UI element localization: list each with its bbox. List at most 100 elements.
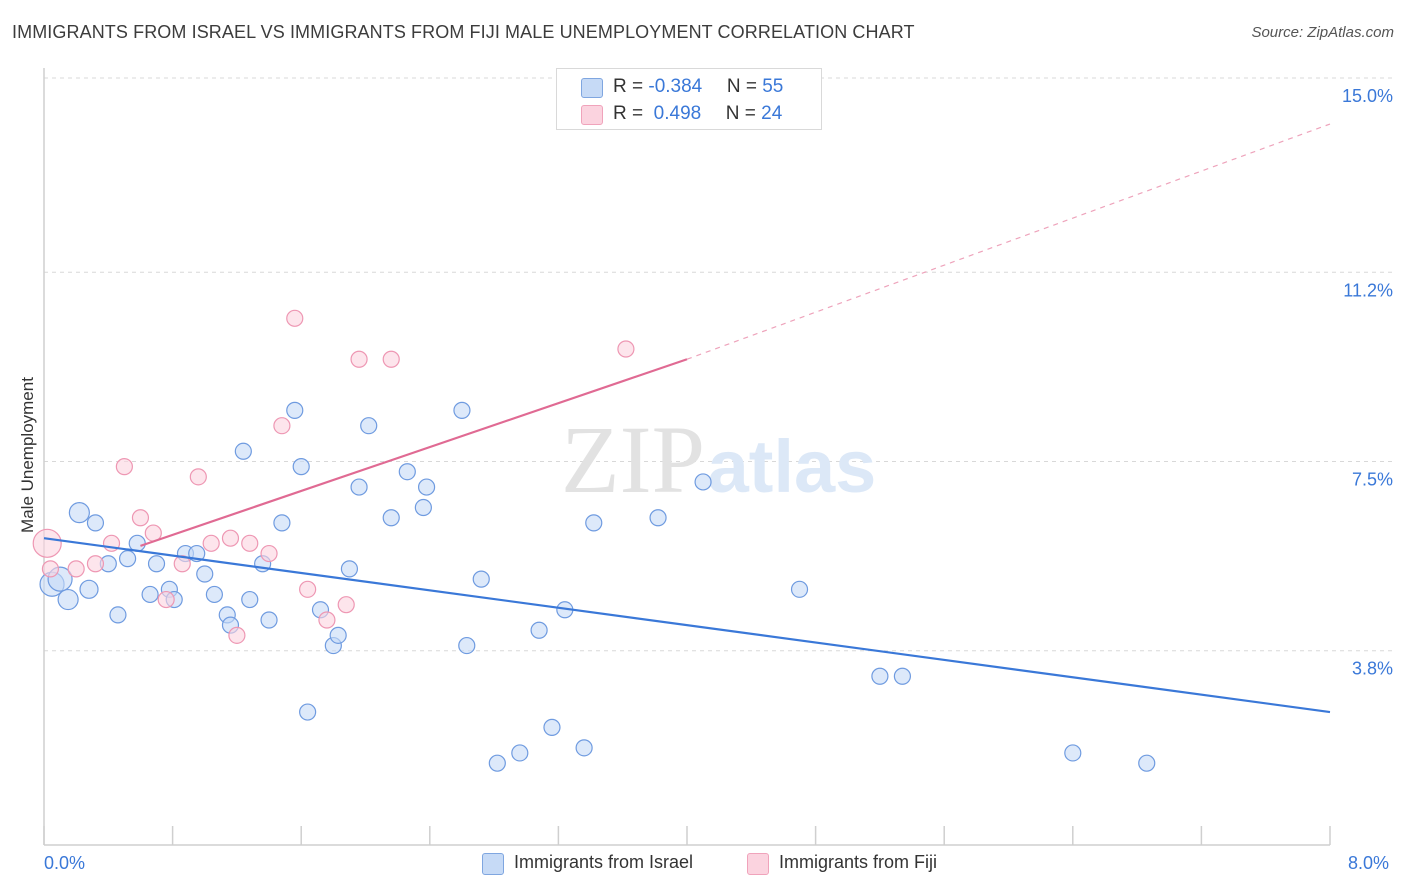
point-fiji xyxy=(32,528,62,558)
point-israel xyxy=(109,606,127,624)
point-israel xyxy=(585,514,603,532)
point-fiji xyxy=(228,626,246,644)
point-fiji xyxy=(617,340,635,358)
point-fiji xyxy=(189,468,207,486)
point-israel xyxy=(196,565,214,583)
y-axis-label: Male Unemployment xyxy=(18,377,37,533)
point-israel xyxy=(649,509,667,527)
point-fiji xyxy=(241,534,259,552)
point-israel xyxy=(398,463,416,481)
point-fiji xyxy=(337,596,355,614)
point-israel xyxy=(893,667,912,685)
point-fiji xyxy=(299,580,317,598)
point-israel xyxy=(543,718,561,736)
legend-r-label: R = xyxy=(613,103,649,124)
point-israel xyxy=(292,458,310,476)
watermark-zip: ZIP xyxy=(561,406,705,513)
point-israel xyxy=(790,580,809,598)
point-israel xyxy=(141,585,159,604)
legend-n-label: N = xyxy=(726,76,763,97)
point-fiji xyxy=(173,555,191,573)
y-tick-label: 7.5% xyxy=(1352,470,1393,490)
point-israel xyxy=(453,401,471,419)
legend-r-label: R = xyxy=(613,76,649,97)
point-israel xyxy=(472,570,490,588)
legend-swatch-israel xyxy=(581,78,603,98)
y-tick-labels: 3.8% 7.5% 11.2% 15.0% xyxy=(1342,86,1393,679)
point-fiji xyxy=(286,309,304,327)
legend-r-value-fiji: 0.498 xyxy=(648,103,702,124)
point-israel xyxy=(260,611,278,629)
bottom-legend-swatch-israel xyxy=(482,853,504,875)
point-israel xyxy=(299,703,317,721)
point-israel xyxy=(147,555,166,573)
point-israel xyxy=(1138,754,1156,772)
legend-r-value-israel: -0.384 xyxy=(648,76,703,97)
trend-line-israel xyxy=(43,537,1331,714)
point-israel xyxy=(1064,744,1082,762)
trend-lines xyxy=(43,123,1331,714)
point-israel xyxy=(79,579,99,599)
watermark: ZIP atlas xyxy=(561,406,876,513)
point-israel xyxy=(286,401,304,419)
point-israel xyxy=(118,550,137,568)
point-israel xyxy=(694,473,712,491)
point-israel xyxy=(530,621,548,639)
point-fiji xyxy=(260,544,278,563)
y-tick-label: 3.8% xyxy=(1352,659,1393,679)
point-israel xyxy=(488,754,506,772)
x-tick-label-max: 8.0% xyxy=(1348,853,1390,873)
legend-n-label: N = xyxy=(725,103,762,124)
bottom-legend-label-fiji: Immigrants from Fiji xyxy=(779,852,938,872)
series-israel-points xyxy=(39,401,1156,772)
point-fiji xyxy=(202,534,220,552)
watermark-atlas: atlas xyxy=(708,425,877,508)
point-israel xyxy=(57,588,79,611)
point-israel xyxy=(205,585,223,604)
legend-n-value-fiji: 24 xyxy=(761,103,783,124)
point-israel xyxy=(68,502,90,524)
point-fiji xyxy=(115,458,133,476)
point-israel xyxy=(414,498,432,517)
point-fiji xyxy=(86,555,105,573)
point-israel xyxy=(128,534,146,552)
point-israel xyxy=(575,739,593,757)
x-tick-label-min: 0.0% xyxy=(44,853,86,873)
legend-swatch-fiji xyxy=(581,105,603,125)
chart-title: IMMIGRANTS FROM ISRAEL VS IMMIGRANTS FRO… xyxy=(12,22,915,42)
y-tick-label: 15.0% xyxy=(1342,86,1393,106)
point-israel xyxy=(417,478,436,496)
point-fiji xyxy=(350,350,368,368)
point-israel xyxy=(360,417,378,435)
point-israel xyxy=(241,590,259,609)
point-israel xyxy=(458,636,476,655)
legend-n-value-israel: 55 xyxy=(762,76,784,97)
point-israel xyxy=(871,667,889,685)
point-israel xyxy=(329,626,347,644)
point-fiji xyxy=(41,560,60,578)
point-fiji xyxy=(318,611,336,629)
point-israel xyxy=(511,744,529,762)
bottom-legend-label-israel: Immigrants from Israel xyxy=(514,852,694,872)
point-fiji xyxy=(157,590,175,609)
y-tick-label: 11.2% xyxy=(1343,280,1393,300)
axes xyxy=(43,68,1331,846)
point-israel xyxy=(350,478,368,496)
source-label: Source: ZipAtlas.com xyxy=(1251,24,1394,41)
point-israel xyxy=(86,514,105,532)
legend: R = -0.384 N = 55 R = 0.498 N = 24 xyxy=(556,68,822,130)
point-fiji xyxy=(67,560,85,578)
point-fiji xyxy=(382,350,400,368)
bottom-legend-swatch-fiji xyxy=(747,853,769,875)
point-israel xyxy=(273,514,291,532)
point-fiji xyxy=(131,509,150,527)
point-israel xyxy=(382,509,400,527)
point-israel xyxy=(340,560,359,578)
point-israel xyxy=(234,442,252,460)
series-fiji-points xyxy=(32,309,635,644)
point-fiji xyxy=(273,417,291,435)
point-fiji xyxy=(221,529,240,547)
trend-line-fiji-extrapolated xyxy=(686,123,1331,360)
trend-line-fiji xyxy=(140,358,688,547)
